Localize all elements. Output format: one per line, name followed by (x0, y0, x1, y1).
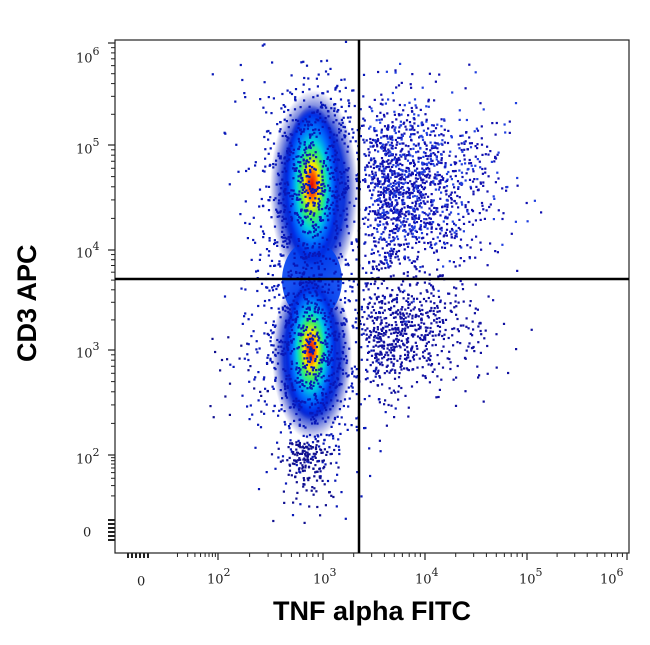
y-tick-label-1e6: 106 (76, 45, 100, 67)
x-tick-label-1e3: 103 (313, 566, 337, 588)
plot-area (115, 40, 629, 553)
x-tick-label-1e5: 105 (519, 566, 543, 588)
sparse-events-layer (209, 62, 543, 442)
y-tick-label-1e2: 102 (76, 446, 100, 468)
y-axis-ticks (108, 42, 115, 541)
x-tick-label-1e2: 102 (207, 566, 231, 588)
dense-events-layer (211, 40, 410, 524)
x-tick-label-1e6: 106 (600, 566, 624, 588)
x-axis-label: TNF alpha FITC (273, 596, 471, 626)
x-tick-label-0: 0 (137, 574, 146, 590)
y-tick-label-0: 0 (83, 525, 92, 541)
x-axis-ticks (127, 553, 628, 560)
y-tick-label-1e4: 104 (76, 240, 100, 262)
population-cd3-pos-core (284, 105, 340, 265)
y-tick-label-1e3: 103 (76, 340, 100, 362)
x-tick-label-1e4: 104 (415, 566, 439, 588)
y-tick-label-1e5: 105 (76, 136, 100, 158)
